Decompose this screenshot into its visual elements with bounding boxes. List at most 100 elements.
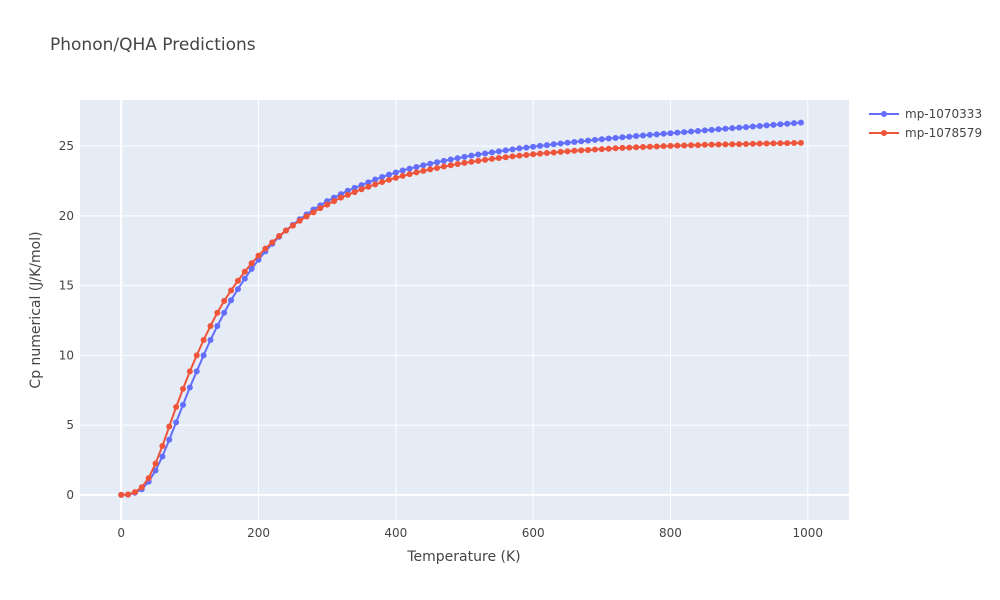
data-point <box>619 134 626 141</box>
data-point <box>571 139 578 145</box>
data-point <box>385 176 392 183</box>
data-point <box>461 153 468 160</box>
legend-marker-icon <box>881 111 887 117</box>
data-point <box>406 171 413 178</box>
data-point <box>475 151 482 158</box>
data-point <box>797 119 804 126</box>
data-point <box>385 171 392 178</box>
data-point <box>125 491 132 498</box>
tick-labels: 0 200 400 600 800 1000 0 5 10 15 20 25 <box>59 139 823 540</box>
data-point <box>749 140 756 147</box>
y-tick-label: 5 <box>66 418 74 432</box>
series-mp-1078579[interactable] <box>118 139 804 498</box>
data-point <box>743 140 750 147</box>
data-point <box>434 164 441 171</box>
data-point <box>537 150 544 157</box>
data-point <box>276 233 283 240</box>
data-point <box>173 419 180 426</box>
data-point <box>523 144 530 151</box>
data-point <box>530 151 537 158</box>
data-point <box>193 368 200 375</box>
data-point <box>166 423 173 430</box>
data-point <box>791 139 798 146</box>
data-point <box>159 453 166 460</box>
data-point <box>351 184 358 191</box>
data-point <box>317 205 324 212</box>
data-point <box>763 122 770 129</box>
data-point <box>502 154 509 161</box>
data-point <box>591 136 598 143</box>
data-point <box>598 146 605 153</box>
data-point <box>337 194 344 201</box>
data-point <box>262 245 269 252</box>
data-point <box>289 222 296 229</box>
data-point <box>427 160 434 167</box>
data-point <box>495 148 502 155</box>
data-point <box>708 141 715 148</box>
data-point <box>365 183 372 190</box>
data-point <box>434 159 441 166</box>
data-point <box>392 174 399 181</box>
data-point <box>763 140 770 147</box>
x-tick-label: 0 <box>117 526 125 540</box>
data-point <box>557 148 564 155</box>
legend-item[interactable]: mp-1070333 <box>869 107 982 121</box>
data-point <box>372 181 379 188</box>
data-point <box>440 163 447 170</box>
data-point <box>241 268 248 275</box>
data-point <box>550 149 557 156</box>
legend-label: mp-1070333 <box>905 107 982 121</box>
data-point <box>715 126 722 133</box>
data-point <box>221 309 228 316</box>
data-point <box>166 436 173 443</box>
data-point <box>564 139 571 146</box>
data-point <box>640 144 647 151</box>
data-point <box>736 141 743 148</box>
data-point <box>131 489 138 496</box>
data-point <box>557 140 564 147</box>
data-point <box>200 337 207 343</box>
data-point <box>344 191 351 198</box>
data-point <box>482 150 489 157</box>
data-point <box>186 384 193 391</box>
data-point <box>550 141 557 148</box>
data-point <box>228 297 235 304</box>
data-point <box>749 123 756 130</box>
data-point <box>207 323 214 330</box>
data-point <box>591 146 598 153</box>
data-point <box>756 140 763 147</box>
data-point <box>619 144 626 151</box>
legend[interactable]: mp-1070333 mp-1078579 <box>869 107 982 140</box>
data-point <box>255 252 262 259</box>
legend-item[interactable]: mp-1078579 <box>869 126 982 140</box>
data-point <box>701 127 708 134</box>
data-point <box>660 130 667 137</box>
data-point <box>179 385 186 392</box>
data-point <box>344 187 351 194</box>
data-point <box>708 126 715 133</box>
y-tick-label: 0 <box>66 488 74 502</box>
data-point <box>488 155 495 162</box>
data-point <box>447 156 454 163</box>
data-point <box>791 120 798 127</box>
data-point <box>159 443 166 450</box>
x-tick-label: 1000 <box>793 526 824 540</box>
data-point <box>633 144 640 151</box>
data-point <box>694 127 701 134</box>
data-point <box>722 141 729 148</box>
data-point <box>173 403 180 410</box>
data-point <box>420 167 427 174</box>
data-point <box>646 131 653 138</box>
data-point <box>193 352 200 359</box>
data-point <box>564 148 571 155</box>
data-point <box>379 179 386 186</box>
data-point <box>310 209 317 216</box>
data-point <box>468 152 475 159</box>
data-point <box>365 179 372 186</box>
data-point <box>633 133 640 139</box>
data-point <box>516 145 523 152</box>
data-point <box>454 161 461 168</box>
plot-area <box>80 100 849 520</box>
data-point <box>667 142 674 149</box>
data-point <box>358 186 365 193</box>
